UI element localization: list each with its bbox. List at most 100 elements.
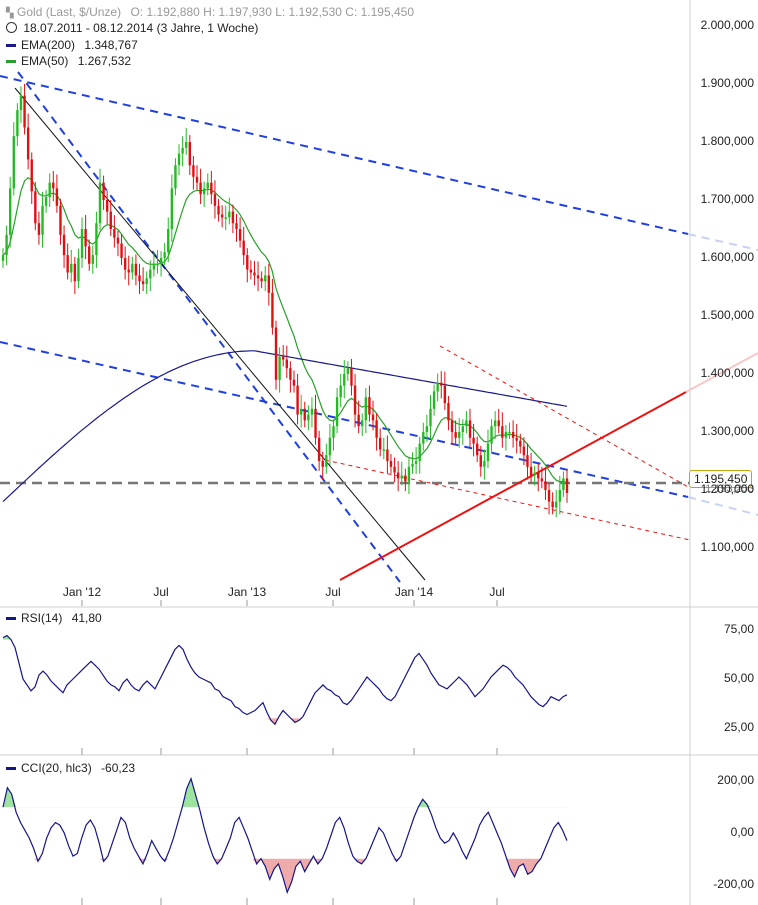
- cci-line: [2, 776, 568, 895]
- ema50-label: EMA(50): [21, 54, 69, 68]
- rsi-y-tick-label: 25,00: [723, 720, 754, 735]
- candle-body: [228, 211, 231, 218]
- candle-body: [105, 200, 109, 212]
- candle-body: [145, 278, 148, 285]
- black-downtrend-line: [14, 87, 426, 581]
- candle-body: [109, 211, 112, 229]
- period-label: 18.07.2011 - 08.12.2014 (3 Jahre, 1 Woch…: [23, 21, 259, 35]
- candle-body: [26, 127, 30, 160]
- candle-body: [296, 385, 299, 415]
- candle-body: [44, 197, 48, 206]
- candle-body: [141, 281, 145, 285]
- rsi-title: RSI(14): [21, 611, 63, 625]
- candle-body: [210, 182, 213, 195]
- candle-body: [138, 275, 141, 282]
- x-tick-label: Jul: [489, 585, 505, 599]
- candle-body: [555, 501, 558, 508]
- candle-body: [558, 490, 562, 502]
- candle-body: [350, 368, 353, 386]
- y-tick-label: 1.400,000: [700, 366, 754, 380]
- rsi-y-tick-label: 50,00: [723, 671, 754, 685]
- candle-body: [429, 408, 432, 427]
- candle-body: [127, 269, 130, 273]
- candle-body: [465, 420, 468, 427]
- cci-title: CCI(20, hlc3): [21, 761, 92, 775]
- candle-body: [422, 432, 425, 444]
- chart-title-row: ▚ Gold (Last, $/Unze) O: 1.192,880 H: 1.…: [6, 5, 414, 21]
- ema50-line: [2, 176, 568, 484]
- candle-body: [163, 252, 166, 258]
- last-price-box: 1.195,450: [689, 470, 753, 488]
- candle-body: [519, 440, 522, 447]
- candle-body: [511, 432, 515, 438]
- candle-body: [271, 292, 274, 328]
- candle-body: [526, 455, 529, 467]
- candle-body: [375, 420, 378, 438]
- ema50-value: 1.267,532: [77, 54, 132, 68]
- red-uptrend-extension: [685, 352, 758, 393]
- candle-body: [386, 449, 389, 461]
- cci-overbought-fill: [3, 778, 567, 808]
- candle-body: [246, 255, 249, 270]
- candle-body: [325, 455, 328, 467]
- candle-body: [260, 278, 263, 282]
- candle-body: [202, 188, 206, 195]
- x-tick-label: Jan '13: [227, 585, 267, 599]
- candle-body: [102, 182, 105, 200]
- candle-body: [493, 420, 497, 427]
- candle-body: [504, 432, 508, 438]
- candle-body: [167, 229, 170, 253]
- cci-y-tick-label: 200,00: [717, 773, 754, 788]
- candle-body: [152, 263, 156, 270]
- candle-body: [537, 472, 540, 479]
- candle-body: [447, 403, 450, 421]
- candle-body: [98, 182, 102, 224]
- candle-body: [116, 237, 120, 244]
- candle-body: [80, 229, 84, 258]
- candle-body: [66, 255, 69, 273]
- cci-oversold-fill: [3, 858, 567, 893]
- rsi-overbought-fill: [3, 635, 567, 640]
- candle-body: [544, 481, 547, 490]
- candle-body: [490, 426, 493, 444]
- candle-body: [475, 443, 479, 456]
- candle-body: [188, 142, 191, 166]
- candle-body: [199, 182, 202, 195]
- candle-body: [62, 234, 66, 256]
- candle-body: [77, 258, 80, 282]
- upper-channel-trendline: [0, 75, 689, 235]
- candle-body: [299, 408, 303, 415]
- candle-body: [461, 426, 465, 432]
- candle-body: [332, 426, 335, 438]
- rsi-y-tick-label: 75,00: [723, 621, 754, 636]
- candle-body: [404, 475, 407, 482]
- candle-body: [314, 408, 317, 438]
- candle-body: [181, 147, 184, 154]
- red-lower-dashed: [324, 459, 691, 541]
- candle-body: [425, 426, 429, 432]
- cci-y-tick-label: 0,00: [730, 824, 754, 839]
- candle-body: [343, 374, 346, 386]
- y-tick-label: 2.000,000: [700, 18, 754, 32]
- candle-body: [73, 263, 77, 282]
- candle-body: [170, 188, 174, 229]
- candle-body: [508, 432, 511, 434]
- steep-downtrend-line: [17, 71, 401, 583]
- candle-body: [400, 475, 403, 479]
- candle-body: [123, 258, 127, 270]
- candle-body: [224, 217, 227, 219]
- candle-body: [192, 165, 195, 177]
- candle-body: [443, 385, 447, 403]
- candle-body: [483, 461, 486, 467]
- candle-body: [346, 368, 350, 374]
- candle-body: [267, 275, 271, 293]
- candle-body: [177, 153, 181, 166]
- candle-body: [321, 461, 324, 467]
- candle-body: [134, 263, 138, 276]
- candle-body: [131, 263, 134, 273]
- candle-body: [55, 188, 59, 206]
- candle-body: [450, 420, 454, 432]
- candle-body: [396, 472, 400, 479]
- candle-body: [185, 142, 188, 148]
